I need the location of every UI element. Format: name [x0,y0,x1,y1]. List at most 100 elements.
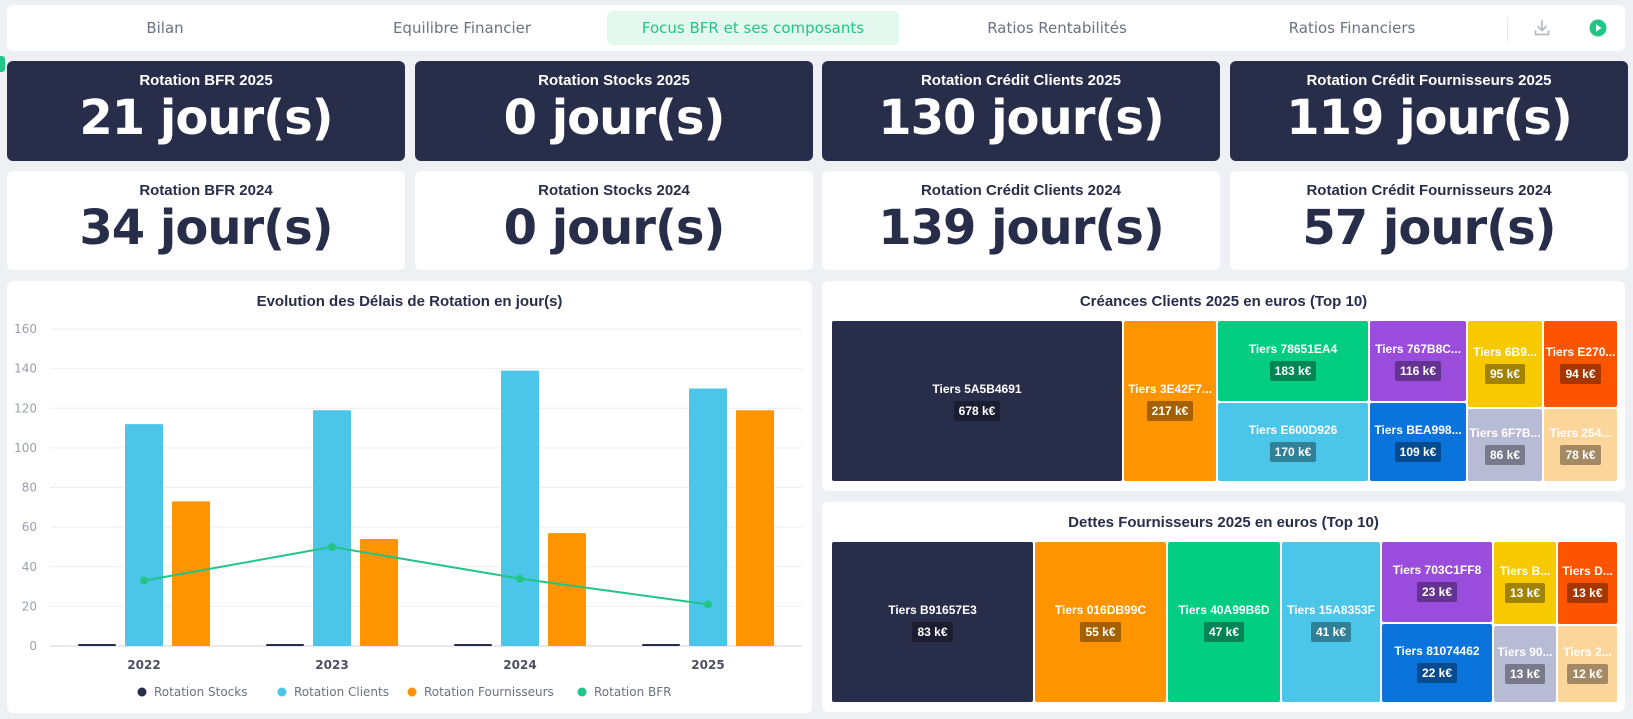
tab-ratios-financiers[interactable]: Ratios Financiers [1288,19,1416,37]
treemap-cell[interactable]: Tiers BEA998... 109 k€ [1370,403,1466,481]
treemap-cell-label: Tiers 78651EA4 [1248,341,1338,356]
legend-marker [277,687,287,697]
kpi-value: 21 jour(s) [79,90,333,146]
treemap-cell[interactable]: Tiers 81074462 22 k€ [1382,624,1492,702]
treemap-cell-label: Tiers 254... [1549,425,1612,440]
treemap-cell[interactable]: Tiers 254... 78 k€ [1544,409,1617,481]
x-tick-label: 2025 [691,658,724,672]
dettes-fournisseurs-panel: Dettes Fournisseurs 2025 en euros (Top 1… [822,502,1625,712]
treemap-cell-value: 13 k€ [1504,663,1546,684]
tab-equilibre-financier[interactable]: Equilibre Financier [392,19,532,37]
treemap-cell-value: 109 k€ [1394,441,1442,462]
treemap-cell-value: 86 k€ [1484,444,1526,465]
x-tick-label: 2024 [503,658,536,672]
treemap-cell-label: Tiers E600D926 [1248,422,1338,437]
y-tick-label: 120 [14,401,37,415]
treemap-cell-label: Tiers 016DB99C [1054,602,1147,617]
treemap-cell-label: Tiers 5A5B4691 [932,381,1022,396]
line-rotation-bfr [143,545,709,606]
treemap-cell[interactable]: Tiers 2... 12 k€ [1558,626,1617,702]
kpi-value: 130 jour(s) [878,90,1165,146]
legend-label: Rotation BFR [594,685,671,699]
treemap-cell[interactable]: Tiers 6B9... 95 k€ [1468,321,1542,407]
kpi-title: Rotation Crédit Fournisseurs 2025 [1306,72,1552,89]
kpi-value: 34 jour(s) [79,200,333,256]
tab-ratios-rentabilites[interactable]: Ratios Rentabilités [987,19,1127,37]
treemap-cell-label: Tiers 3E42F7... [1128,381,1212,396]
dettes-treemap: Tiers B91657E3 83 k€ Tiers 016DB99C 55 k€ Ti… [832,542,1617,702]
treemap-cell-value: 678 k€ [953,400,1001,421]
bar-rotation-clients [125,424,163,646]
bar-rotation-fournisseurs [736,410,774,646]
treemap-cell[interactable]: Tiers 40A99B6D 47 k€ [1168,542,1280,702]
kpi-value: 0 jour(s) [503,200,726,256]
treemap-cell[interactable]: Tiers 3E42F7... 217 k€ [1124,321,1216,481]
treemap-cell-label: Tiers 81074462 [1394,643,1480,658]
treemap-cell-value: 12 k€ [1567,663,1608,684]
kpi-value: 119 jour(s) [1286,90,1573,146]
treemap-cell-value: 183 k€ [1269,360,1317,381]
y-tick-label: 140 [14,362,37,376]
treemap-cell[interactable]: Tiers 78651EA4 183 k€ [1218,321,1368,401]
kpi-rotation-stocks-2025: Rotation Stocks 2025 0 jour(s) [415,61,813,161]
y-tick-label: 20 [22,599,37,613]
kpi-value: 0 jour(s) [503,90,726,146]
treemap-cell-label: Tiers D... [1562,563,1613,578]
treemap-cell-label: Tiers 2... [1563,644,1612,659]
treemap-cell-value: 41 k€ [1310,621,1352,642]
kpi-rotation-credit-fournisseurs-2024: Rotation Crédit Fournisseurs 2024 57 jou… [1230,171,1628,270]
treemap-cell[interactable]: Tiers 90... 13 k€ [1494,626,1556,702]
treemap-cell-value: 217 k€ [1146,400,1194,421]
bar-rotation-clients [689,388,727,646]
kpi-rotation-bfr-2024: Rotation BFR 2024 34 jour(s) [7,171,405,270]
treemap-cell-label: Tiers B... [1499,563,1551,578]
download-icon[interactable] [1532,18,1552,38]
treemap-cell[interactable]: Tiers D... 13 k€ [1558,542,1617,624]
kpi-rotation-credit-fournisseurs-2025: Rotation Crédit Fournisseurs 2025 119 jo… [1230,61,1628,161]
bar-rotation-clients [501,370,539,646]
treemap-cell[interactable]: Tiers 703C1FF8 23 k€ [1382,542,1492,622]
x-tick-label: 2022 [127,658,160,672]
kpi-rotation-credit-clients-2025: Rotation Crédit Clients 2025 130 jour(s) [822,61,1220,161]
play-icon[interactable] [1588,18,1608,38]
kpi-title: Rotation Stocks 2025 [538,72,690,89]
treemap-cell-label: Tiers 15A8353F [1287,602,1375,617]
y-tick-label: 100 [14,441,37,455]
point-rotation-bfr [704,600,712,609]
y-tick-label: 80 [22,481,37,495]
rotation-bar-chart: 0 20 40 60 80 100 120 140 160 2022 2023 2024 2025 Rot… [14,322,802,699]
point-rotation-bfr [140,576,148,585]
treemap-cell-value: 47 k€ [1203,621,1245,642]
treemap-cell-label: Tiers 90... [1497,644,1553,659]
treemap-cell[interactable]: Tiers 016DB99C 55 k€ [1035,542,1166,702]
y-tick-label: 160 [14,322,37,336]
kpi-value: 57 jour(s) [1302,200,1556,256]
treemap-cell[interactable]: Tiers E600D926 170 k€ [1218,403,1368,481]
tab-bilan[interactable]: Bilan [146,19,184,37]
treemap-cell[interactable]: Tiers B... 13 k€ [1494,542,1556,624]
point-rotation-bfr [328,542,336,551]
kpi-rotation-stocks-2024: Rotation Stocks 2024 0 jour(s) [415,171,813,270]
creances-treemap: Tiers 5A5B4691 678 k€ Tiers 3E42F7... 217 k… [832,321,1617,481]
kpi-rotation-credit-clients-2024: Rotation Crédit Clients 2024 139 jour(s) [822,171,1220,270]
treemap-cell[interactable]: Tiers B91657E3 83 k€ [832,542,1033,702]
x-tick-label: 2023 [315,658,348,672]
treemap-cell[interactable]: Tiers 5A5B4691 678 k€ [832,321,1122,481]
top-nav: Bilan Equilibre Financier Focus BFR et s… [7,5,1625,51]
side-indicator [0,56,5,72]
treemap-cell-value: 55 k€ [1080,621,1121,642]
creances-clients-panel: Créances Clients 2025 en euros (Top 10) … [822,281,1625,491]
bar-rotation-stocks [454,644,492,646]
treemap-cell[interactable]: Tiers 767B8C... 116 k€ [1370,321,1466,401]
treemap-cell[interactable]: Tiers E270... 94 k€ [1544,321,1617,407]
kpi-value: 139 jour(s) [878,200,1165,256]
tab-focus-bfr[interactable]: Focus BFR et ses composants [607,11,899,45]
treemap-cell-value: 170 k€ [1269,441,1317,462]
treemap-cell[interactable]: Tiers 15A8353F 41 k€ [1282,542,1380,702]
treemap-cell[interactable]: Tiers 6F7B... 86 k€ [1468,409,1542,481]
bar-rotation-stocks [642,644,680,646]
treemap-cell-value: 13 k€ [1504,582,1546,603]
legend-label: Rotation Clients [294,685,389,699]
legend-marker [577,687,587,697]
treemap-cell-label: Tiers 767B8C... [1375,341,1461,356]
